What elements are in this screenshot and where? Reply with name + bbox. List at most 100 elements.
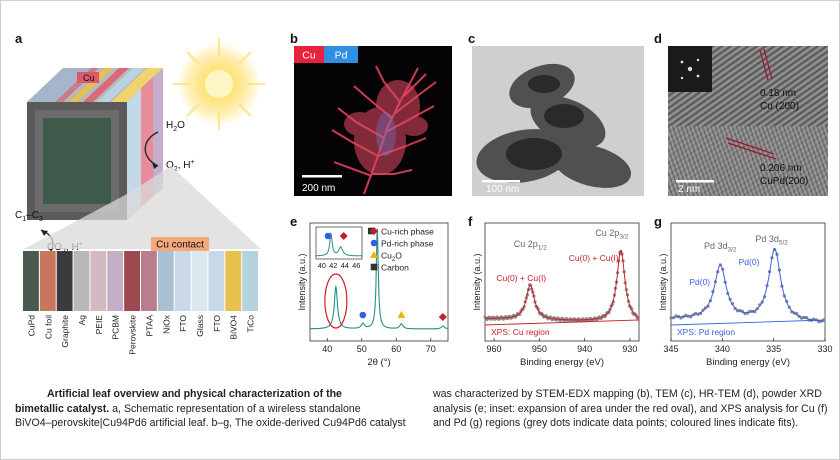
chart-f-ylabel: Intensity (a.u.) <box>472 253 482 310</box>
layer-12 <box>225 251 242 311</box>
chart-g-peak-label-0: Pd 3d3/2 <box>704 241 737 254</box>
chart-f-tick-label-3: 930 <box>622 344 637 354</box>
scale-label-d: 2 nm <box>678 184 700 195</box>
layer-1 <box>39 251 56 311</box>
layer-9 <box>174 251 191 311</box>
chart-f-peak-label-1: Cu 2p3/2 <box>595 228 628 241</box>
chart-e-xrd: 40 50 60 70 2θ (°) Intensity (a.u.) Cu-rich ph… <box>297 222 449 368</box>
chart-g-region-label: XPS: Pd region <box>677 327 735 337</box>
scale-bar-d <box>676 180 714 183</box>
cu-contact-label-bg <box>151 237 209 251</box>
layer-13 <box>242 251 258 311</box>
legend-cu-swatch <box>294 46 324 63</box>
chart-e-legend-label-1: Pd-rich phase <box>381 239 434 249</box>
chart-e-series-line <box>310 228 449 330</box>
legend-cu-label: Cu <box>302 50 316 62</box>
chart-g-xlabel: Binding energy (eV) <box>706 357 790 368</box>
layer-6 <box>124 251 140 311</box>
chart-f-fit-line <box>485 249 640 321</box>
panel-a-letter: a <box>15 31 23 46</box>
chart-e-inset-tick-1: 42 <box>329 261 337 270</box>
caption-right-1: was characterized by STEM-EDX mapping (b… <box>433 388 822 400</box>
panel-a-schematic: Cu H2O O2, H+ C1–C3 CO2, H+ Cu contact <box>15 38 265 259</box>
chart-g-ylabel: Intensity (a.u.) <box>658 253 668 310</box>
layer-0 <box>23 251 39 311</box>
layer-label-11: FTO <box>212 315 222 332</box>
layer-label-4: PEIE <box>94 315 104 335</box>
panel-b-letter: b <box>290 31 298 46</box>
panel-b-edx-map: Cu Pd 200 nm <box>294 46 452 196</box>
chart-e-legend-marker-0 <box>370 227 378 235</box>
chart-g-fit-line <box>671 247 824 322</box>
chart-g-fit-label-1: Pd(0) <box>739 257 760 267</box>
legend-pd-label: Pd <box>335 50 348 62</box>
layer-label-10: Glass <box>195 315 205 337</box>
cu-tab-label: Cu <box>83 73 95 83</box>
fringe-annotation-1b: Cu (200) <box>760 101 799 112</box>
chart-g-tick-label-0: 345 <box>663 344 678 354</box>
chart-g-fit-label-0: Pd(0) <box>689 277 710 287</box>
chart-e-legend-label-2: Cu2O <box>381 251 402 264</box>
chart-e-inset-marker-0 <box>324 232 332 240</box>
chart-e-frame <box>309 222 449 342</box>
chart-f-tick-label-0: 960 <box>487 344 502 354</box>
chart-g-axes: 345 340 335 330 Binding energy (eV) Intensity… <box>658 222 833 368</box>
chart-e-tick-label-3: 70 <box>426 344 436 354</box>
fringe-annotation-2a: 0.206 nm <box>760 163 802 174</box>
layer-4 <box>90 251 107 311</box>
panel-f-letter: f <box>468 214 473 229</box>
scale-bar-c <box>482 180 520 183</box>
layer-label-5: PCBM <box>111 315 121 340</box>
chart-g-frame <box>670 222 826 342</box>
chart-e-inset-line <box>316 231 363 257</box>
panel-c-letter: c <box>468 31 476 46</box>
chart-g-tick-label-3: 330 <box>817 344 832 354</box>
chart-f-fit-label-1: Cu(0) + Cu(I) <box>569 253 619 263</box>
layer-label-7: PTAA <box>144 315 154 337</box>
chart-f-tick-label-1: 950 <box>532 344 547 354</box>
chart-e-xlabel: 2θ (°) <box>367 357 390 368</box>
scale-label-b: 200 nm <box>302 183 335 194</box>
chart-e-legend-label-0: Cu-rich phase <box>381 227 434 237</box>
chart-e-inset-tick-2: 44 <box>341 261 349 270</box>
chart-f-axes: 960 950 940 930 Binding energy (eV) Intensity… <box>472 222 640 368</box>
chart-e-legend-marker-2 <box>370 251 378 258</box>
layer-8 <box>157 251 174 311</box>
caption-title-1: Artificial leaf overview and physical ch… <box>47 388 342 400</box>
chart-e-tick-label-2: 60 <box>391 344 401 354</box>
chart-e-peak-marker-3 <box>397 311 406 318</box>
panel-d-letter: d <box>654 31 662 46</box>
caption-right-3: and Pd (g) regions (grey dots indicate d… <box>433 417 799 429</box>
panel-c-tem: 100 nm <box>472 46 644 196</box>
layer-2 <box>56 251 73 311</box>
caption-left-3: BiVO4–perovskite|Cu94Pd6 artificial leaf… <box>15 417 406 429</box>
panel-d-hrtem: 0.18 nm Cu (200) 0.206 nm CuPd(200) 2 nm <box>668 46 828 196</box>
sun-icon <box>173 38 265 130</box>
layer-11 <box>208 251 225 311</box>
chart-f-baseline <box>484 319 640 326</box>
chart-f-fit-label-0: Cu(0) + Cu(I) <box>496 273 546 283</box>
layer-label-1: Cu foil <box>43 315 53 339</box>
layer-label-8: NiOx <box>161 314 171 334</box>
panel-e-letter: e <box>290 214 298 229</box>
layer-10 <box>191 251 208 311</box>
layer-label-2: Graphite <box>60 315 70 348</box>
chart-g-peak-label-1: Pd 3d5/2 <box>755 234 788 247</box>
layer-label-3: Ag <box>77 315 87 326</box>
fringe-annotation-2b: CuPd(200) <box>760 176 808 187</box>
chart-f-xlabel: Binding energy (eV) <box>520 357 604 368</box>
chart-f-frame <box>484 222 640 342</box>
chart-e-tick-label-0: 40 <box>322 344 332 354</box>
layer-5 <box>107 251 124 311</box>
chart-e-legend-marker-3 <box>370 263 378 271</box>
chart-e-axes: 40 50 60 70 2θ (°) Intensity (a.u.) <box>297 222 449 368</box>
scale-label-c: 100 nm <box>486 184 519 195</box>
chart-f-tick-label-2: 940 <box>577 344 592 354</box>
scale-bar-b <box>302 175 342 178</box>
chart-g-tick-label-1: 340 <box>715 344 730 354</box>
chart-g-baseline <box>670 319 826 326</box>
chart-e-peak-marker-4 <box>438 313 447 321</box>
layer-label-13: TiCo <box>246 315 256 333</box>
layer-stack: CuPd Cu foil Graphite Ag PEIE PCBM Perovskite P… <box>23 251 258 355</box>
caption-right-2: analysis (e; inset: expansion of area un… <box>433 402 828 415</box>
